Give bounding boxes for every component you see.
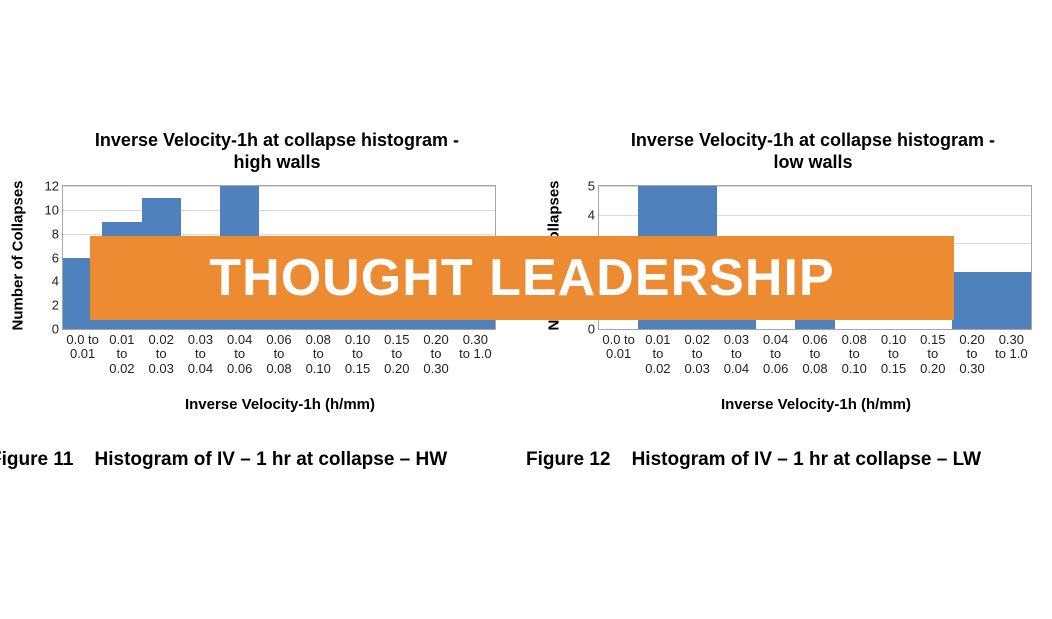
x-tick-label: 0.02to0.03	[678, 329, 717, 376]
chart-title-line1: Inverse Velocity-1h at collapse histogra…	[95, 130, 459, 150]
chart-title-low-walls: Inverse Velocity-1h at collapse histogra…	[578, 130, 1048, 173]
x-tick-label: 0.30to 1.0	[456, 329, 495, 362]
x-tick-label: 0.15to0.20	[913, 329, 952, 376]
y-tick-label: 10	[45, 202, 63, 217]
x-tick-label: 0.08to0.10	[835, 329, 874, 376]
y-tick-label: 0	[52, 322, 63, 337]
x-tick-label: 0.04to0.06	[220, 329, 259, 376]
figure-12-caption: Figure 12 Histogram of IV – 1 hr at coll…	[526, 449, 981, 471]
chart-title-line2: high walls	[233, 152, 320, 172]
y-tick-label: 6	[52, 250, 63, 265]
x-axis-label-low-walls: Inverse Velocity-1h (h/mm)	[636, 396, 996, 413]
x-tick-label: 0.30to 1.0	[992, 329, 1031, 362]
overlay-banner: THOUGHT LEADERSHIP	[90, 236, 954, 320]
x-tick-label: 0.02to0.03	[142, 329, 181, 376]
x-tick-label: 0.0 to0.01	[599, 329, 638, 362]
x-tick-label: 0.04to0.06	[756, 329, 795, 376]
x-tick-label: 0.0 to0.01	[63, 329, 102, 362]
x-tick-label: 0.08to0.10	[299, 329, 338, 376]
figure-11-caption: Figure 11 Histogram of IV – 1 hr at coll…	[0, 449, 447, 471]
gridline	[63, 210, 495, 211]
y-tick-label: 2	[52, 298, 63, 313]
overlay-banner-text: THOUGHT LEADERSHIP	[209, 248, 834, 308]
y-tick-label: 0	[588, 322, 599, 337]
x-axis-label-high-walls: Inverse Velocity-1h (h/mm)	[100, 396, 460, 413]
x-tick-label: 0.01to0.02	[102, 329, 141, 376]
chart-title-line1-lw: Inverse Velocity-1h at collapse histogra…	[631, 130, 995, 150]
x-tick-label: 0.01to0.02	[638, 329, 677, 376]
gridline	[63, 186, 495, 187]
y-tick-label: 4	[588, 207, 599, 222]
y-tick-label: 4	[52, 274, 63, 289]
x-tick-label: 0.15to0.20	[377, 329, 416, 376]
x-tick-label: 0.10to0.15	[874, 329, 913, 376]
x-tick-label: 0.03to0.04	[717, 329, 756, 376]
y-tick-label: 12	[45, 179, 63, 194]
chart-title-high-walls: Inverse Velocity-1h at collapse histogra…	[42, 130, 512, 173]
x-tick-label: 0.06to0.08	[259, 329, 298, 376]
x-tick-label: 0.10to0.15	[338, 329, 377, 376]
histogram-bar	[952, 272, 991, 329]
x-tick-label: 0.20to0.30	[952, 329, 991, 376]
y-tick-label: 8	[52, 226, 63, 241]
histogram-bar	[992, 272, 1031, 329]
chart-title-line2-lw: low walls	[773, 152, 852, 172]
x-tick-label: 0.20to0.30	[416, 329, 455, 376]
x-tick-label: 0.06to0.08	[795, 329, 834, 376]
y-tick-label: 5	[588, 179, 599, 194]
x-tick-label: 0.03to0.04	[181, 329, 220, 376]
y-axis-label-high-walls: Number of Collapses	[10, 156, 27, 356]
